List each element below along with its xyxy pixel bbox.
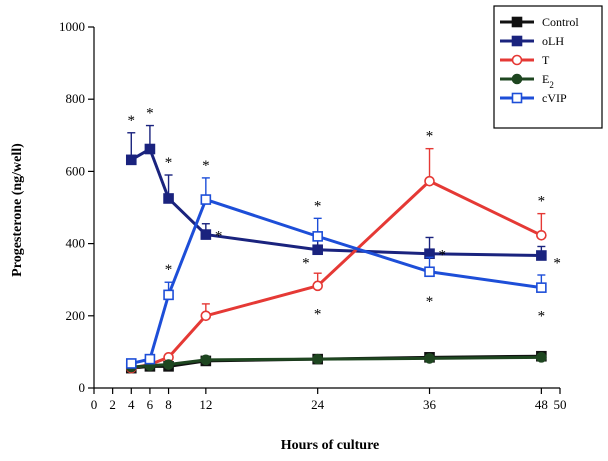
x-tick-label: 0 (91, 397, 98, 412)
x-tick-label: 12 (199, 397, 212, 412)
significance-star: * (215, 229, 223, 245)
data-point (312, 231, 323, 242)
legend-swatch-marker (511, 35, 523, 47)
y-tick-label: 400 (66, 236, 86, 251)
significance-star: * (538, 308, 546, 324)
significance-star: * (314, 198, 322, 214)
legend-label: oLH (542, 34, 564, 48)
legend-label-subscript: 2 (549, 80, 554, 90)
legend-entry-cvip: cVIP (500, 91, 567, 105)
data-point (200, 194, 212, 205)
series-line-olh (130, 147, 542, 258)
significance-star: * (128, 113, 136, 129)
significance-star: * (165, 262, 173, 278)
series-line-e2 (131, 355, 542, 369)
significance-star: * (314, 306, 322, 322)
y-tick-label: 1000 (59, 19, 85, 34)
x-tick-label: 8 (165, 397, 172, 412)
data-point (536, 352, 547, 363)
legend-label: T (542, 53, 550, 67)
series-e2 (125, 352, 547, 373)
y-axis-title: Progesterone (ng/well) (10, 143, 25, 277)
significance-star: * (302, 256, 310, 272)
series-line-t (130, 179, 543, 370)
data-point (200, 354, 212, 366)
x-tick-label: 50 (554, 397, 567, 412)
series-line-cvip (130, 198, 542, 365)
significance-star: * (538, 194, 546, 210)
x-axis-title: Hours of culture (281, 438, 380, 453)
legend-label: cVIP (542, 91, 567, 105)
significance-star: * (553, 256, 561, 272)
y-tick-label: 0 (79, 380, 86, 395)
series-layer: * * * * * * * * * * * * * * * (125, 106, 561, 374)
data-point (163, 359, 174, 370)
significance-star: * (426, 294, 434, 310)
y-tick-label: 800 (66, 91, 86, 106)
x-tick-label: 48 (535, 397, 548, 412)
x-tick-label: 4 (128, 397, 135, 412)
series-cvip: * * * * * (125, 158, 547, 369)
legend-swatch-marker (511, 54, 523, 66)
data-point (536, 282, 547, 293)
data-point (125, 154, 137, 166)
significance-star: * (202, 158, 210, 174)
legend-entry-olh: oLH (500, 34, 564, 48)
legend-label: E2 (542, 72, 554, 90)
x-tick-label: 2 (109, 397, 116, 412)
data-point (200, 310, 212, 322)
x-tick-label: 6 (147, 397, 154, 412)
data-point (144, 353, 156, 365)
data-point (424, 175, 435, 187)
legend-swatch-marker (511, 92, 523, 104)
x-tick-label: 24 (311, 397, 325, 412)
data-point (424, 266, 435, 278)
data-point (163, 193, 174, 204)
significance-star: * (439, 248, 447, 264)
legend-swatch-marker (511, 16, 523, 28)
data-point (200, 229, 212, 240)
legend-entry-e2: E2 (500, 72, 554, 90)
y-tick-label: 200 (66, 308, 86, 323)
data-point (144, 143, 156, 155)
data-point (536, 229, 547, 241)
legend-entry-t: T (500, 53, 550, 67)
legend-label: Control (542, 15, 579, 29)
data-point (125, 358, 137, 369)
data-point (312, 244, 323, 256)
legend-swatch-marker (511, 73, 523, 85)
legend-entry-control: Control (500, 15, 579, 29)
y-tick-label: 600 (66, 163, 86, 178)
data-point (424, 353, 435, 364)
x-tick-label: 36 (423, 397, 437, 412)
significance-star: * (146, 106, 154, 122)
data-point (312, 353, 323, 365)
data-point (312, 280, 323, 292)
significance-star: * (165, 155, 173, 171)
series-olh: * * * * * * * (125, 106, 561, 272)
significance-star: * (426, 129, 434, 145)
data-point (163, 289, 174, 301)
data-point (536, 250, 547, 261)
